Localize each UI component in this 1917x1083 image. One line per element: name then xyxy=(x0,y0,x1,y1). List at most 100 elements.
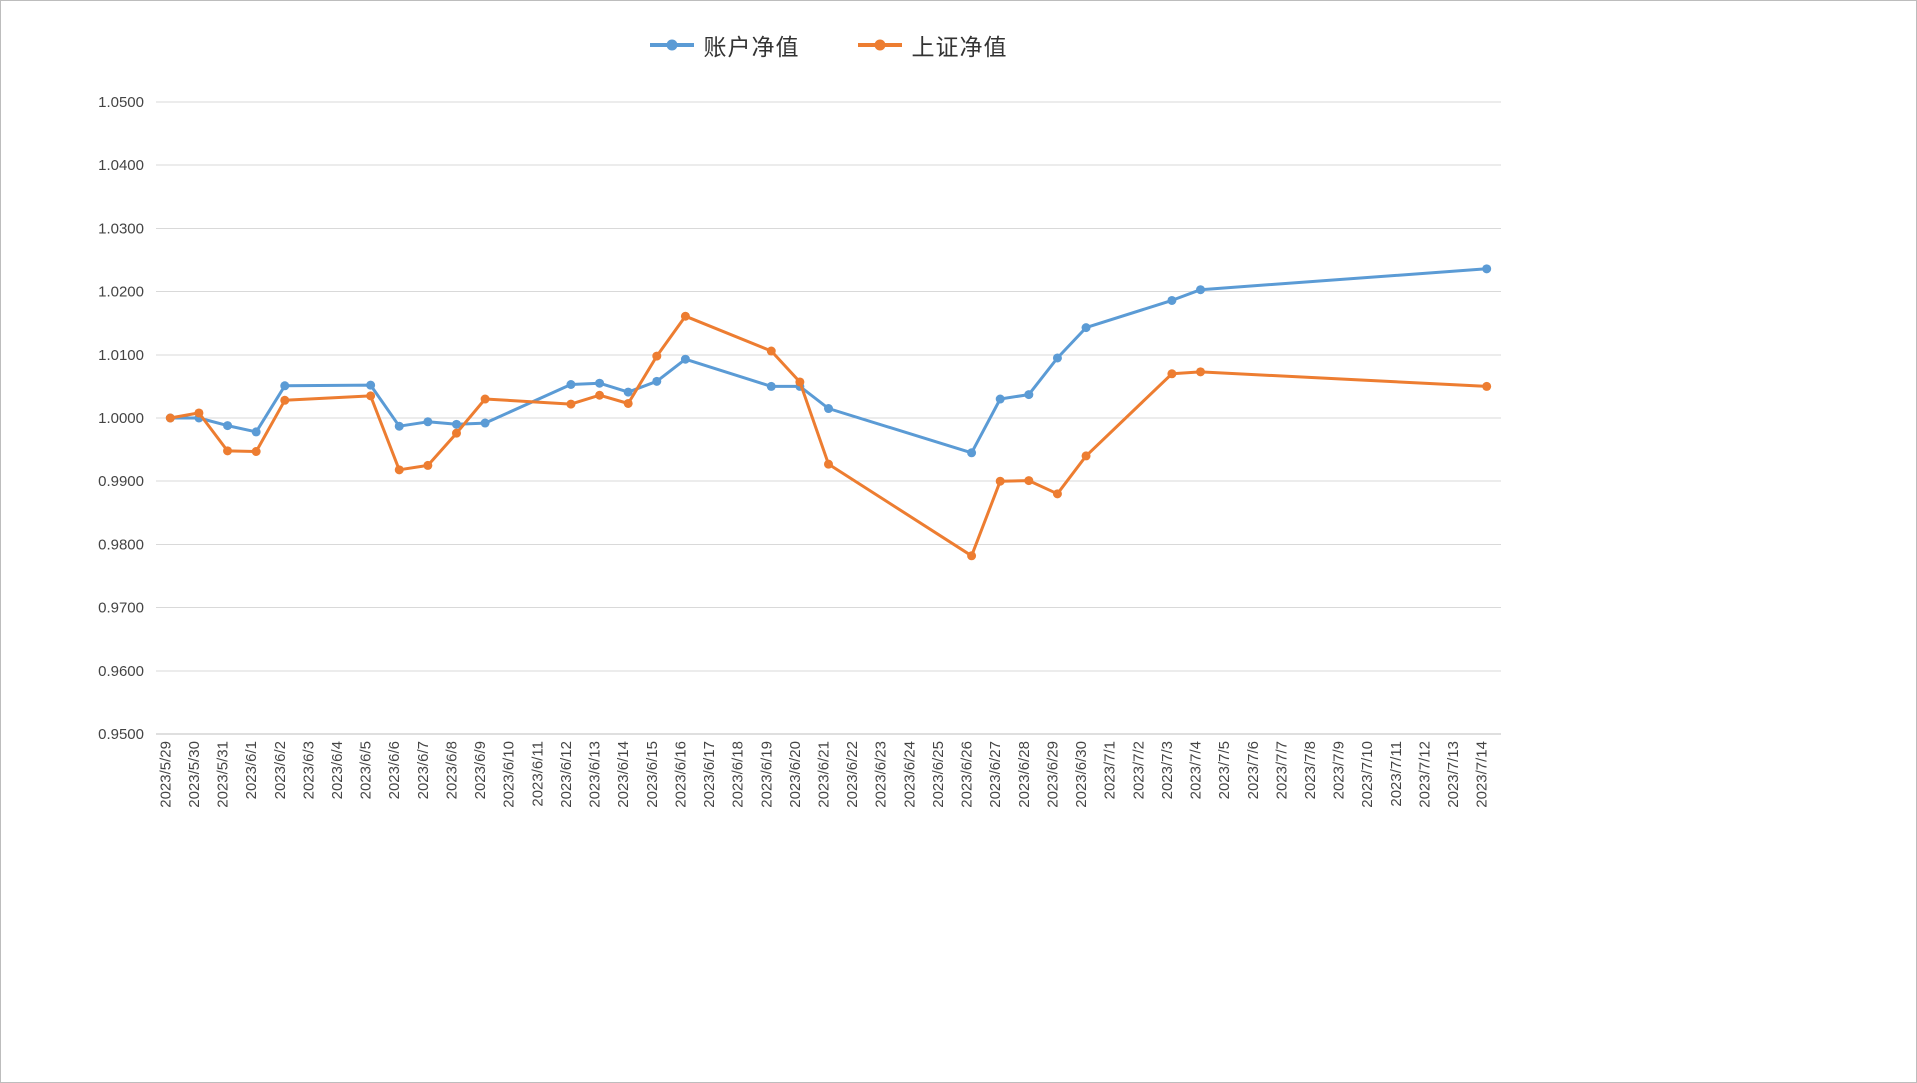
legend-line-marker-icon xyxy=(857,39,902,51)
x-axis-tick-label: 2023/7/11 xyxy=(1388,741,1405,807)
x-axis-tick-label: 2023/6/5 xyxy=(358,741,375,799)
x-axis-tick-label: 2023/7/13 xyxy=(1445,741,1462,808)
x-axis-tick-label: 2023/6/27 xyxy=(987,741,1004,808)
x-axis-tick-label: 2023/6/12 xyxy=(558,741,575,808)
series-marker-1 xyxy=(680,311,690,321)
x-axis-tick-label: 2023/7/4 xyxy=(1188,741,1205,799)
series-marker-0 xyxy=(1196,285,1206,295)
series-marker-0 xyxy=(766,381,776,391)
x-axis-tick-label: 2023/7/2 xyxy=(1130,741,1147,799)
series-marker-1 xyxy=(423,460,433,470)
y-axis-tick-label: 1.0000 xyxy=(98,410,144,427)
y-axis-tick-label: 1.0200 xyxy=(98,284,144,301)
series-marker-1 xyxy=(566,399,576,409)
x-axis-tick-label: 2023/6/3 xyxy=(300,741,317,799)
x-axis-tick-label: 2023/6/14 xyxy=(615,741,632,808)
series-marker-0 xyxy=(251,427,261,437)
x-axis-tick-label: 2023/7/12 xyxy=(1416,741,1433,808)
x-axis-tick-label: 2023/6/10 xyxy=(501,741,518,808)
y-axis-tick-label: 1.0100 xyxy=(98,347,144,364)
chart-legend: 账户净值 上证净值 xyxy=(156,25,1501,65)
series-marker-0 xyxy=(451,419,461,429)
series-marker-0 xyxy=(1167,295,1177,305)
series-marker-0 xyxy=(566,380,576,390)
series-marker-1 xyxy=(795,377,805,387)
series-marker-0 xyxy=(280,381,290,391)
x-axis-tick-label: 2023/6/20 xyxy=(787,741,804,808)
series-marker-0 xyxy=(967,448,977,458)
series-marker-0 xyxy=(995,394,1005,404)
x-axis-tick-label: 2023/6/29 xyxy=(1044,741,1061,808)
x-axis-tick-label: 2023/6/26 xyxy=(959,741,976,808)
series-marker-1 xyxy=(1167,369,1177,379)
x-axis-tick-label: 2023/7/10 xyxy=(1359,741,1376,808)
x-axis-tick-label: 2023/6/23 xyxy=(873,741,890,808)
y-axis-tick-label: 0.9700 xyxy=(98,600,144,617)
series-marker-0 xyxy=(1482,264,1492,274)
series-marker-1 xyxy=(623,398,633,408)
series-marker-1 xyxy=(995,476,1005,486)
y-axis-tick-label: 0.9800 xyxy=(98,536,144,553)
x-axis-tick-label: 2023/6/24 xyxy=(901,741,918,808)
series-marker-1 xyxy=(967,551,977,561)
y-axis-tick-label: 0.9900 xyxy=(98,473,144,490)
x-axis-tick-label: 2023/6/7 xyxy=(415,741,432,799)
y-axis-tick-label: 0.9500 xyxy=(98,726,144,743)
x-axis-tick-label: 2023/7/3 xyxy=(1159,741,1176,799)
series-marker-0 xyxy=(623,387,633,397)
series-marker-0 xyxy=(394,421,404,431)
x-axis-tick-label: 2023/7/6 xyxy=(1245,741,1262,799)
y-axis-tick-label: 1.0500 xyxy=(98,94,144,111)
x-axis-tick-label: 2023/7/1 xyxy=(1102,741,1119,799)
series-marker-1 xyxy=(824,459,833,469)
series-marker-0 xyxy=(652,376,662,386)
y-axis-tick-label: 0.9600 xyxy=(98,663,144,680)
series-marker-0 xyxy=(480,418,490,428)
series-marker-1 xyxy=(1196,367,1206,377)
x-axis-tick-label: 2023/6/2 xyxy=(272,741,289,799)
x-axis-tick-label: 2023/7/7 xyxy=(1273,741,1290,799)
x-axis-tick-label: 2023/5/31 xyxy=(215,741,232,808)
legend-line-marker-icon xyxy=(649,39,694,51)
x-axis-tick-label: 2023/6/22 xyxy=(844,741,861,808)
x-axis-tick-label: 2023/6/13 xyxy=(587,741,604,808)
series-marker-1 xyxy=(1052,489,1062,499)
series-marker-0 xyxy=(1024,390,1034,400)
series-marker-1 xyxy=(1024,476,1034,486)
x-axis-tick-label: 2023/6/4 xyxy=(329,741,346,799)
x-axis-tick-label: 2023/6/19 xyxy=(758,741,775,808)
x-axis-tick-label: 2023/7/9 xyxy=(1331,741,1348,799)
x-axis-tick-label: 2023/6/17 xyxy=(701,741,718,808)
series-marker-1 xyxy=(251,446,261,456)
x-axis-tick-label: 2023/6/9 xyxy=(472,741,489,799)
series-marker-0 xyxy=(1081,323,1091,333)
series-marker-1 xyxy=(1081,451,1091,461)
legend-dot-icon xyxy=(874,39,885,51)
series-marker-1 xyxy=(766,346,776,356)
series-marker-0 xyxy=(680,354,690,364)
x-axis-tick-label: 2023/7/8 xyxy=(1302,741,1319,799)
series-marker-0 xyxy=(595,378,605,388)
series-marker-0 xyxy=(423,417,433,427)
series-marker-1 xyxy=(223,446,233,456)
legend-item-account-netvalue: 账户净值 xyxy=(649,28,800,62)
series-marker-1 xyxy=(451,428,461,438)
y-axis-tick-label: 1.0400 xyxy=(98,157,144,174)
series-marker-1 xyxy=(652,351,662,361)
series-marker-1 xyxy=(194,408,204,418)
x-axis-tick-label: 2023/6/1 xyxy=(243,741,260,799)
series-line-0 xyxy=(168,267,1489,455)
series-marker-1 xyxy=(1482,381,1492,391)
series-line-1 xyxy=(168,314,1489,558)
x-axis-tick-label: 2023/6/25 xyxy=(930,741,947,808)
series-marker-1 xyxy=(394,465,404,475)
x-axis-tick-label: 2023/6/11 xyxy=(529,741,546,807)
y-axis-tick-label: 1.0300 xyxy=(98,220,144,237)
legend-label-account-netvalue: 账户净值 xyxy=(703,35,800,60)
series-marker-1 xyxy=(595,390,605,400)
x-axis-tick-label: 2023/6/18 xyxy=(730,741,747,808)
x-axis-tick-label: 2023/6/8 xyxy=(443,741,460,799)
x-axis-tick-label: 2023/6/21 xyxy=(816,741,833,808)
